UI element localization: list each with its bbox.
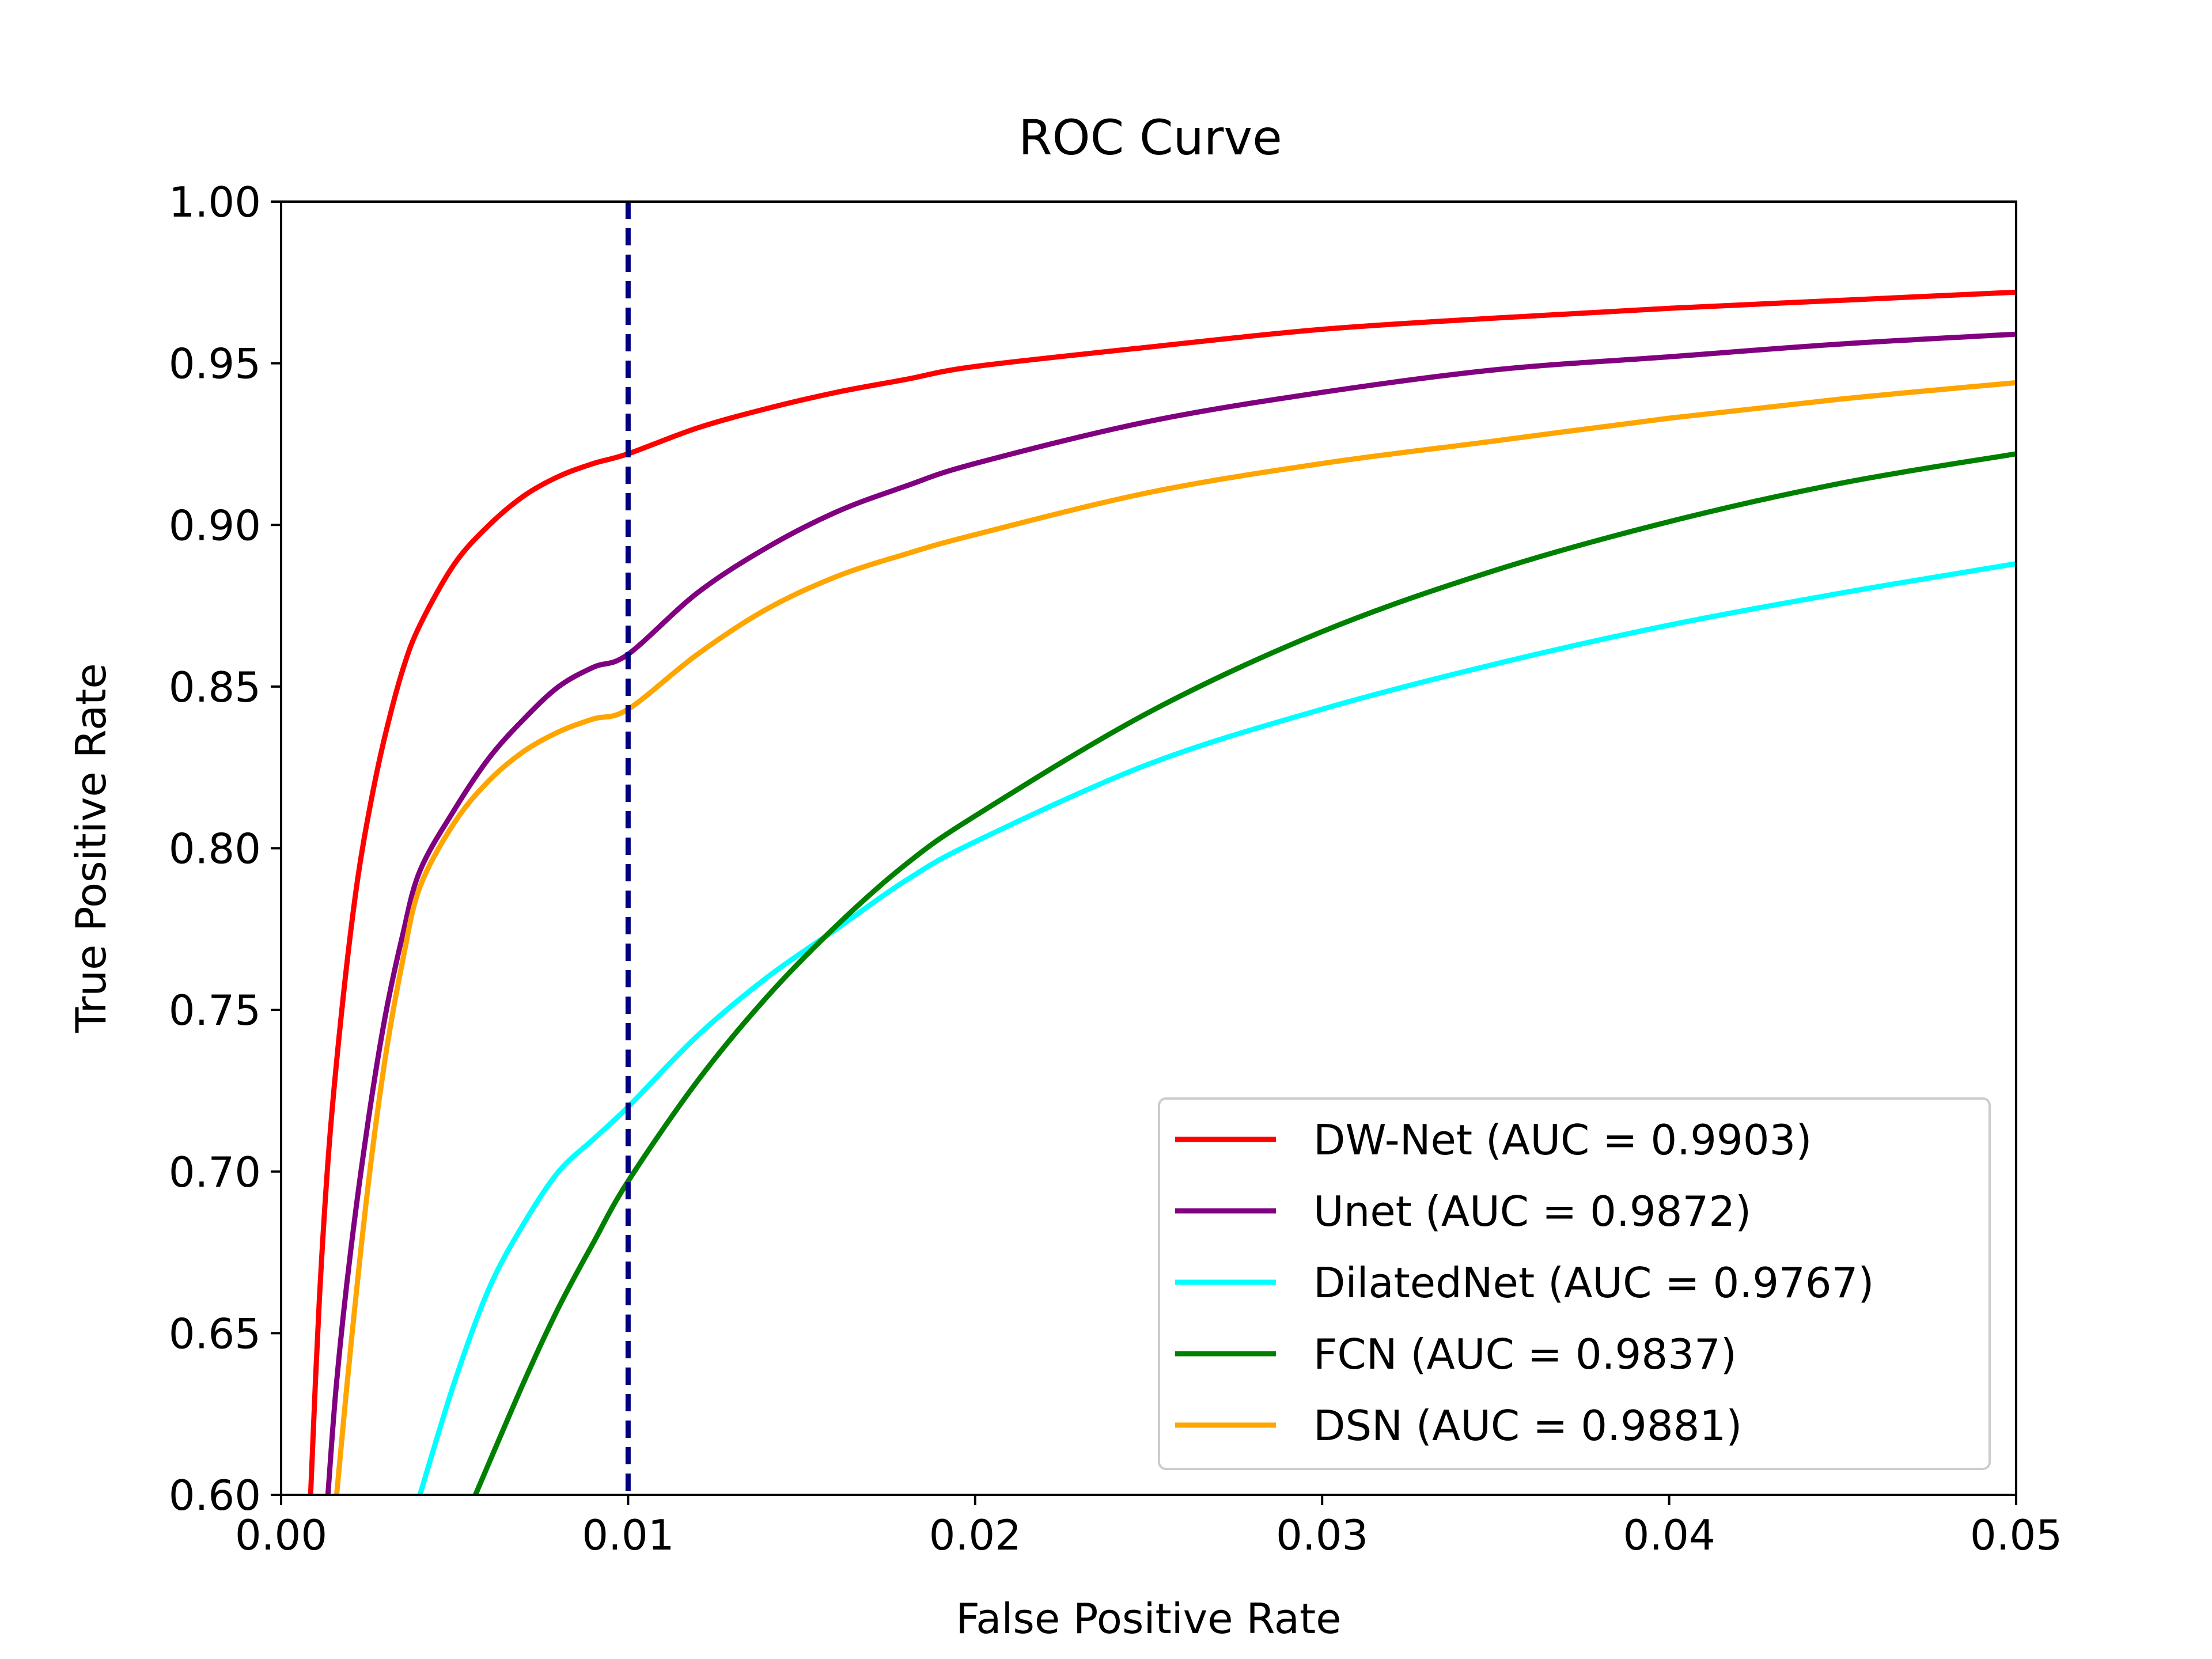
legend-label-4: DSN (AUC = 0.9881) [1313, 1402, 1742, 1450]
y-tick-label: 0.85 [169, 663, 261, 711]
y-tick-label: 0.70 [169, 1148, 261, 1196]
series-line-0 [308, 289, 2016, 1495]
chart-title: ROC Curve [1018, 109, 1282, 166]
x-tick-label: 0.00 [235, 1511, 327, 1559]
x-tick-label: 0.05 [1970, 1511, 2062, 1559]
y-tick-label: 0.75 [169, 986, 261, 1035]
x-tick-label: 0.04 [1623, 1511, 1715, 1559]
y-tick-label: 0.65 [169, 1309, 261, 1358]
x-tick-label: 0.02 [929, 1511, 1021, 1559]
y-tick-label: 1.00 [169, 178, 261, 226]
legend-label-3: FCN (AUC = 0.9837) [1313, 1330, 1737, 1378]
legend-label-1: Unet (AUC = 0.9872) [1313, 1187, 1751, 1236]
series-layer [308, 289, 2016, 1495]
legend-box [1158, 1097, 1991, 1470]
x-axis-label: False Positive Rate [956, 1594, 1341, 1643]
x-axis-ticks: 0.00 0.01 0.02 0.03 0.04 0.05 [235, 1495, 2062, 1559]
y-tick-label: 0.95 [169, 340, 261, 388]
x-tick-label: 0.01 [582, 1511, 674, 1559]
series-line-4 [334, 380, 2016, 1495]
legend-label-0: DW-Net (AUC = 0.9903) [1313, 1116, 1812, 1164]
legend: DW-Net (AUC = 0.9903) Unet (AUC = 0.9872)… [1158, 1097, 1991, 1470]
y-tick-label: 0.80 [169, 825, 261, 873]
series-line-1 [325, 331, 2016, 1495]
y-tick-label: 0.90 [169, 501, 261, 550]
y-tick-label: 0.60 [169, 1471, 261, 1520]
series-line-2 [417, 561, 2016, 1495]
x-tick-label: 0.03 [1276, 1511, 1368, 1559]
y-axis-ticks: 0.60 0.65 0.70 0.75 0.80 0.85 0.90 0.95 1.00 [169, 178, 281, 1520]
series-line-3 [473, 451, 2016, 1495]
y-axis-label: True Positive Rate [67, 663, 115, 1033]
legend-label-2: DilatedNet (AUC = 0.9767) [1313, 1259, 1874, 1307]
